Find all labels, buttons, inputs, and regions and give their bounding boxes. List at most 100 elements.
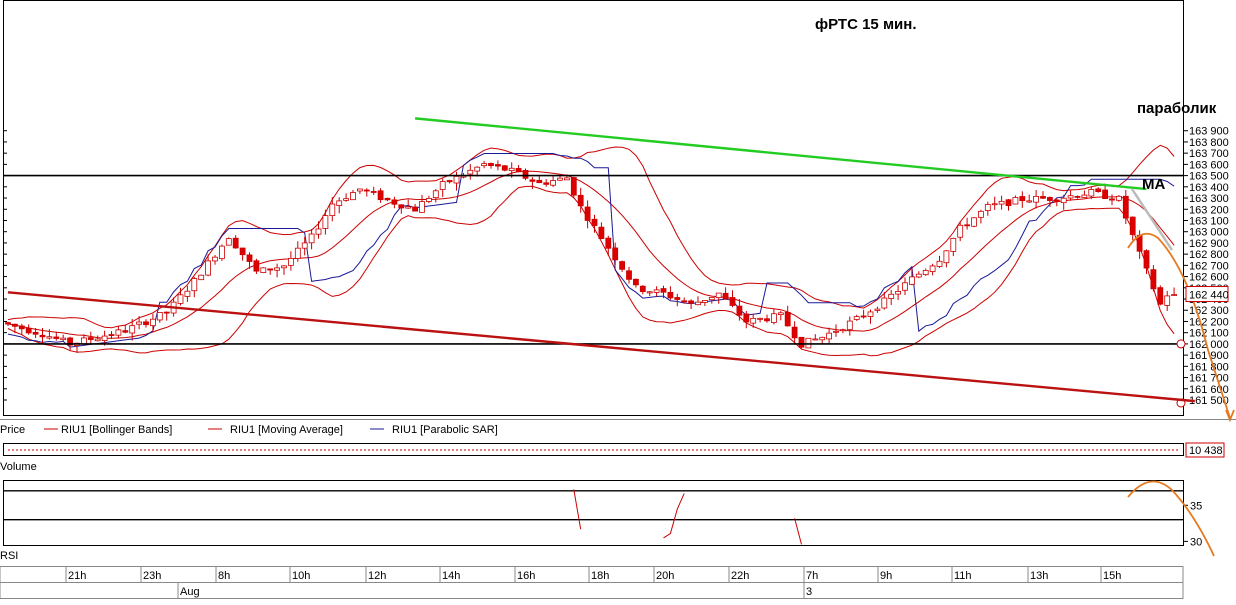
candle-bull xyxy=(1081,194,1088,198)
candle-bear xyxy=(239,247,246,256)
candle-bull xyxy=(902,282,908,291)
candle-bear xyxy=(764,318,770,322)
candle-bear xyxy=(791,326,798,339)
candle-bull xyxy=(998,200,1005,205)
ma-annotation: MA xyxy=(1142,176,1165,193)
candle-bull xyxy=(846,320,853,331)
candle-bull xyxy=(708,297,715,301)
candle-bull xyxy=(922,270,929,276)
candle-bear xyxy=(605,237,612,249)
candle-bull xyxy=(950,237,957,252)
candle-bull xyxy=(1012,197,1019,205)
last-price-label: 162 440 xyxy=(1189,290,1229,302)
candle-bull xyxy=(888,293,895,299)
parabolic-sar-line xyxy=(7,153,1175,348)
candle-bear xyxy=(536,179,543,184)
candle-bull xyxy=(1060,197,1067,204)
candle-bull xyxy=(308,233,315,244)
time-axis xyxy=(0,566,1184,599)
level-marker xyxy=(1176,339,1186,349)
candle-bear xyxy=(398,204,405,209)
candle-bull xyxy=(329,203,336,216)
bollinger-upper-line xyxy=(7,144,1175,329)
forecast-arrow-price xyxy=(1127,232,1231,419)
candle-bull xyxy=(929,265,936,272)
candle-bull xyxy=(350,192,356,201)
candle-bear xyxy=(11,323,18,327)
candle-bear xyxy=(722,292,729,300)
candle-bear xyxy=(494,164,501,167)
price-tick-label: 162 700 xyxy=(1189,260,1229,272)
candle-bull xyxy=(702,300,708,303)
candle-bear xyxy=(626,270,632,280)
time-hour-label: 10h xyxy=(292,570,310,582)
candle-bull xyxy=(60,337,67,341)
candle-bear xyxy=(570,177,577,196)
price-tick-label: 163 300 xyxy=(1189,193,1229,205)
candle-bear xyxy=(543,182,550,185)
price-tick-label: 163 100 xyxy=(1189,215,1229,227)
candle-bull xyxy=(453,175,460,184)
rsi-tick-label: 35 xyxy=(1190,500,1202,512)
candle-bull xyxy=(129,325,136,334)
date-label: 3 xyxy=(806,586,812,598)
candle-bull xyxy=(826,332,832,340)
rsi-line xyxy=(663,493,685,539)
candle-bull xyxy=(432,190,439,199)
candle-bear xyxy=(1019,196,1026,202)
rsi-line xyxy=(573,489,582,530)
candle-bull xyxy=(971,217,977,227)
price-tick-label: 161 600 xyxy=(1189,384,1229,396)
price-tick-label: 161 900 xyxy=(1189,350,1229,362)
candle-bull xyxy=(909,276,915,285)
candle-bull xyxy=(425,198,432,202)
candle-bull xyxy=(274,267,281,271)
volume-value-box xyxy=(1185,442,1225,458)
time-hour-label: 15h xyxy=(1103,570,1121,582)
candle-bull xyxy=(191,278,198,292)
candle-bull xyxy=(833,330,839,333)
candle-bear xyxy=(1143,250,1150,269)
candle-bull xyxy=(212,256,218,262)
price-tick-label: 163 800 xyxy=(1189,137,1229,149)
candle-bear xyxy=(591,218,598,226)
candle-bear xyxy=(53,336,60,339)
candle-bear xyxy=(1040,196,1046,199)
candle-bear xyxy=(860,315,867,318)
candle-bear xyxy=(32,331,39,335)
candle-bull xyxy=(695,301,701,306)
candle-bull xyxy=(508,167,515,172)
legend-price: Price xyxy=(0,424,25,436)
candle-bear xyxy=(1095,188,1102,192)
parabolic-annotation: параболик xyxy=(1137,100,1217,117)
candle-bull xyxy=(294,247,301,259)
candle-bear xyxy=(660,288,667,293)
candle-bull xyxy=(287,257,294,266)
time-hour-label: 22h xyxy=(731,570,749,582)
candle-bull xyxy=(467,169,474,175)
time-hour-label: 11h xyxy=(954,570,972,582)
candle-bear xyxy=(577,194,584,207)
candle-bull xyxy=(177,294,184,304)
candle-bear xyxy=(384,197,391,201)
main-panel xyxy=(3,0,1184,416)
candle-bull xyxy=(1164,295,1171,306)
candle-bull xyxy=(315,228,322,235)
candle-bear xyxy=(501,165,508,171)
candle-bull xyxy=(819,336,826,341)
price-tick-label: 163 000 xyxy=(1189,227,1229,239)
time-hour-label: 23h xyxy=(143,570,161,582)
candle-bear xyxy=(688,300,694,304)
candle-bull xyxy=(481,163,488,167)
candle-bull xyxy=(343,198,350,201)
rsi-line xyxy=(794,518,802,545)
price-tick-label: 162 600 xyxy=(1189,272,1229,284)
time-labels: 21h 23h 8h 10h 12h 14h 16h 18h 20h 22h 7h 9h 11h 13h 1… xyxy=(65,567,1121,598)
candle-bear xyxy=(1150,269,1157,290)
candle-bear xyxy=(674,297,681,300)
price-tick-label: 161 800 xyxy=(1189,361,1229,373)
candle-bear xyxy=(784,311,791,327)
candle-bear xyxy=(488,163,494,167)
moving-average-line xyxy=(7,170,1175,339)
time-hour-label: 9h xyxy=(880,570,892,582)
